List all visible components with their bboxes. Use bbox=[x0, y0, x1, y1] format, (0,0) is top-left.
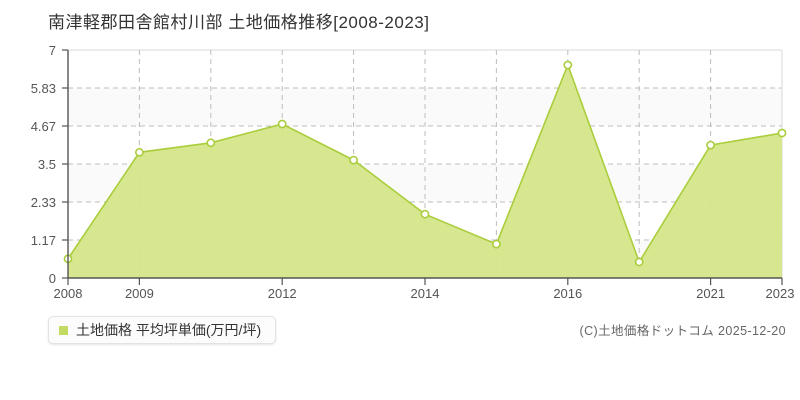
data-point bbox=[777, 128, 787, 138]
x-tick-label: 2014 bbox=[411, 286, 440, 301]
data-point bbox=[277, 119, 287, 129]
x-tick-label: 2023 bbox=[766, 286, 795, 301]
x-tick-label: 2016 bbox=[553, 286, 582, 301]
series-area-land-price bbox=[68, 65, 782, 278]
x-tick-label: 2009 bbox=[125, 286, 154, 301]
chart-title: 南津軽郡田舎館村川部 土地価格推移[2008-2023] bbox=[48, 13, 430, 32]
y-tick-label: 1.17 bbox=[31, 233, 56, 248]
x-axis-labels: 2008 2009 2012 2014 2016 2021 2023 bbox=[54, 286, 795, 301]
legend-swatch-icon bbox=[59, 325, 68, 335]
y-tick-label: 5.83 bbox=[31, 81, 56, 96]
data-point bbox=[563, 60, 573, 70]
data-point bbox=[349, 155, 358, 165]
y-tick-label: 7 bbox=[49, 43, 56, 58]
y-tick-label: 3.5 bbox=[38, 157, 56, 172]
y-tick-label: 0 bbox=[49, 271, 56, 286]
x-tick-label: 2008 bbox=[54, 286, 83, 301]
x-tick-label: 2021 bbox=[696, 286, 725, 301]
data-point bbox=[491, 239, 501, 249]
x-tick-label: 2012 bbox=[268, 286, 297, 301]
legend-label: 土地価格 平均坪単価(万円/坪) bbox=[76, 322, 262, 338]
copyright-notice: (C)土地価格ドットコム 2025-12-20 bbox=[579, 324, 786, 338]
y-axis-ticks bbox=[62, 49, 68, 279]
y-tick-label: 2.33 bbox=[31, 195, 56, 210]
data-point bbox=[420, 209, 430, 219]
data-point bbox=[134, 147, 144, 157]
data-point bbox=[206, 138, 216, 148]
y-axis-labels: 0 1.17 2.33 3.5 4.67 5.83 7 bbox=[31, 43, 56, 286]
y-tick-label: 4.67 bbox=[31, 119, 56, 134]
x-axis-ticks bbox=[67, 278, 783, 285]
series-markers bbox=[63, 60, 787, 267]
data-point bbox=[634, 257, 644, 267]
chart-legend[interactable]: 土地価格 平均坪単価(万円/坪) bbox=[48, 316, 277, 344]
data-point bbox=[706, 140, 715, 150]
